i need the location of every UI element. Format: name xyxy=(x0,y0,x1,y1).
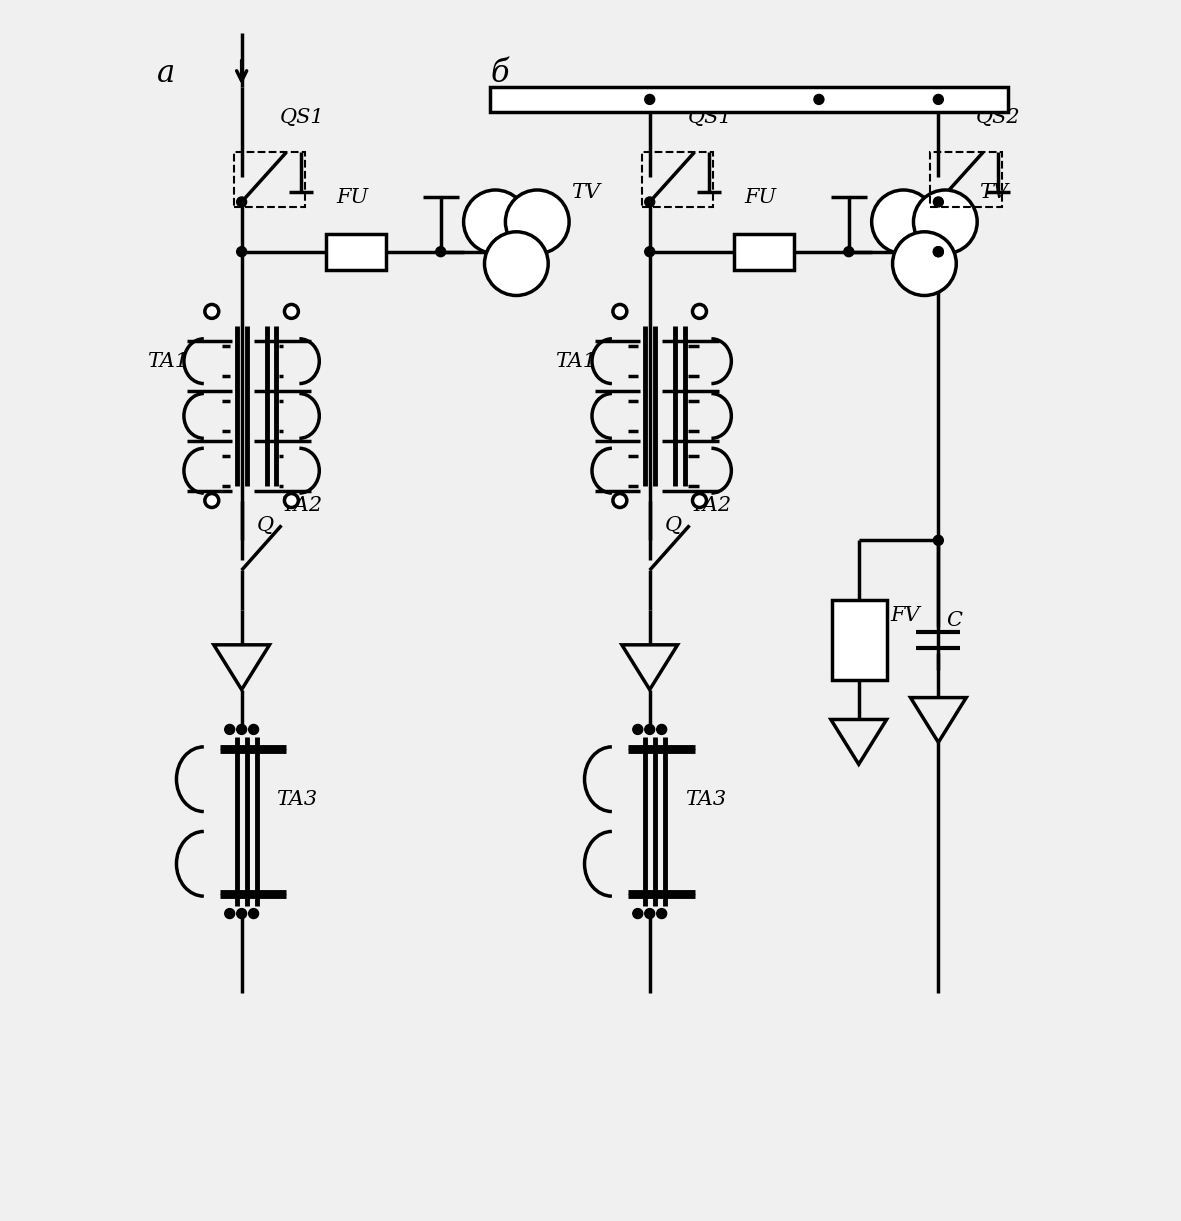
Text: C: C xyxy=(946,610,963,630)
Bar xyxy=(931,153,1001,206)
Circle shape xyxy=(933,535,944,546)
Circle shape xyxy=(657,724,666,734)
Circle shape xyxy=(236,724,247,734)
Circle shape xyxy=(633,724,642,734)
Circle shape xyxy=(814,94,824,104)
Circle shape xyxy=(464,190,527,254)
Circle shape xyxy=(913,190,977,254)
Circle shape xyxy=(484,232,548,295)
Text: QS2: QS2 xyxy=(977,109,1020,127)
Circle shape xyxy=(933,247,944,256)
Bar xyxy=(234,153,306,206)
Circle shape xyxy=(613,493,627,508)
Circle shape xyxy=(236,197,247,206)
Bar xyxy=(641,153,713,206)
Circle shape xyxy=(249,908,259,918)
Text: QS1: QS1 xyxy=(280,109,324,127)
Circle shape xyxy=(692,493,706,508)
Circle shape xyxy=(633,908,642,918)
Circle shape xyxy=(236,247,247,256)
Text: TV: TV xyxy=(572,183,600,201)
Circle shape xyxy=(285,304,299,319)
Text: TA2: TA2 xyxy=(281,497,322,515)
Circle shape xyxy=(933,247,944,256)
Circle shape xyxy=(249,724,259,734)
Circle shape xyxy=(657,908,666,918)
Circle shape xyxy=(224,724,235,734)
Circle shape xyxy=(893,232,957,295)
Text: Q: Q xyxy=(256,516,274,535)
Text: Q: Q xyxy=(665,516,681,535)
Text: FU: FU xyxy=(744,188,776,206)
Circle shape xyxy=(843,247,854,256)
Circle shape xyxy=(505,190,569,254)
Circle shape xyxy=(224,908,235,918)
Bar xyxy=(735,233,794,270)
Circle shape xyxy=(285,493,299,508)
Text: б: б xyxy=(490,57,509,89)
Circle shape xyxy=(204,304,218,319)
Circle shape xyxy=(645,94,654,104)
Bar xyxy=(831,600,887,680)
Text: TA3: TA3 xyxy=(685,790,725,810)
Bar xyxy=(490,88,1009,112)
Text: TA3: TA3 xyxy=(276,790,318,810)
Text: TA1: TA1 xyxy=(555,352,596,371)
Circle shape xyxy=(645,724,654,734)
Circle shape xyxy=(933,94,944,104)
Text: FU: FU xyxy=(337,188,368,206)
Circle shape xyxy=(436,247,445,256)
Text: TA2: TA2 xyxy=(690,497,731,515)
Text: TV: TV xyxy=(979,183,1009,201)
Text: a: a xyxy=(157,57,175,89)
Circle shape xyxy=(204,493,218,508)
Circle shape xyxy=(645,247,654,256)
Bar xyxy=(326,233,386,270)
Circle shape xyxy=(645,908,654,918)
Circle shape xyxy=(692,304,706,319)
Circle shape xyxy=(613,304,627,319)
Circle shape xyxy=(872,190,935,254)
Text: QS1: QS1 xyxy=(687,109,732,127)
Text: FV: FV xyxy=(890,606,920,625)
Circle shape xyxy=(236,908,247,918)
Circle shape xyxy=(645,197,654,206)
Circle shape xyxy=(933,197,944,206)
Text: TA1: TA1 xyxy=(148,352,188,371)
